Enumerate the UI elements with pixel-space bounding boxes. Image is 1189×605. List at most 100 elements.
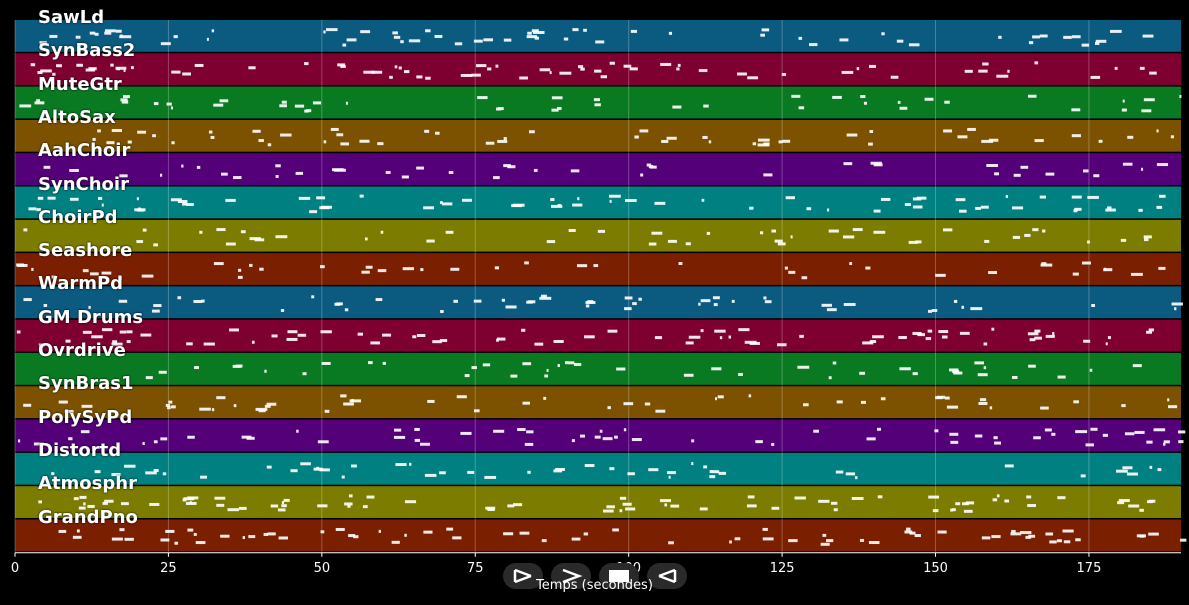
note: [391, 540, 400, 544]
track-label: AltoSax: [38, 106, 116, 128]
note: [677, 63, 681, 67]
note: [872, 335, 884, 339]
note: [153, 243, 158, 247]
note: [952, 508, 956, 512]
note: [348, 494, 353, 498]
note: [799, 334, 804, 338]
note: [994, 172, 1000, 176]
note: [991, 535, 1001, 539]
note: [497, 139, 508, 143]
note: [317, 440, 329, 444]
note: [654, 336, 663, 340]
note: [801, 276, 808, 280]
note: [572, 28, 579, 32]
note: [225, 198, 236, 202]
note: [153, 102, 159, 106]
note: [1071, 195, 1082, 199]
note: [1093, 174, 1100, 178]
note: [594, 435, 601, 439]
note: [526, 430, 534, 434]
note: [959, 209, 967, 213]
note: [988, 271, 997, 275]
note: [781, 72, 787, 76]
note: [660, 62, 672, 66]
note: [295, 171, 304, 175]
note: [846, 133, 858, 137]
note: [496, 337, 506, 341]
note: [797, 365, 810, 369]
note: [80, 430, 90, 434]
note: [1167, 398, 1170, 402]
note: [983, 366, 987, 370]
note: [731, 299, 735, 303]
note: [1034, 336, 1042, 340]
note: [72, 535, 82, 539]
note: [1127, 135, 1134, 139]
note: [578, 65, 584, 69]
note: [836, 400, 843, 404]
note: [928, 309, 933, 313]
play-button[interactable]: [503, 563, 543, 589]
note: [1136, 534, 1146, 538]
note: [467, 470, 475, 474]
note: [718, 471, 727, 475]
note: [698, 302, 701, 306]
note: [174, 541, 179, 545]
note: [1087, 195, 1099, 199]
note: [1124, 432, 1135, 436]
track-lane: [15, 20, 1181, 52]
note: [771, 506, 780, 510]
note: [865, 266, 871, 270]
note: [241, 435, 252, 439]
note: [959, 331, 970, 335]
note: [691, 462, 694, 466]
note: [906, 527, 911, 531]
note: [702, 135, 708, 139]
track-label: MuteGtr: [38, 73, 122, 95]
note: [734, 537, 741, 541]
note: [1091, 304, 1095, 308]
note: [752, 142, 757, 146]
note: [263, 532, 269, 536]
note: [849, 262, 853, 266]
note: [112, 340, 118, 344]
note: [115, 66, 127, 70]
note: [371, 70, 383, 74]
note: [119, 528, 125, 532]
note: [365, 265, 373, 269]
note: [998, 35, 1002, 39]
note: [264, 404, 271, 408]
note: [1107, 336, 1111, 340]
note: [980, 205, 989, 209]
note: [471, 73, 481, 77]
forward-button[interactable]: [551, 563, 591, 589]
note: [316, 466, 320, 470]
note: [37, 196, 44, 200]
note: [1063, 35, 1072, 39]
note: [607, 406, 611, 410]
note: [1082, 261, 1091, 265]
note: [79, 495, 87, 499]
track-lane: [15, 119, 1181, 152]
note: [186, 342, 193, 346]
note: [862, 341, 874, 345]
note: [440, 310, 444, 314]
note: [101, 328, 113, 332]
note: [137, 130, 147, 134]
note: [270, 504, 279, 508]
note: [595, 40, 605, 44]
note: [402, 267, 415, 271]
stop-button[interactable]: [599, 563, 639, 589]
note: [573, 362, 582, 366]
note: [1062, 529, 1074, 533]
note: [737, 72, 747, 76]
note: [341, 475, 345, 479]
rewind-button[interactable]: [647, 563, 687, 589]
note: [700, 329, 704, 333]
note: [771, 442, 775, 446]
note: [503, 164, 511, 168]
note: [1004, 464, 1014, 468]
note: [1012, 235, 1021, 239]
note: [527, 31, 532, 35]
